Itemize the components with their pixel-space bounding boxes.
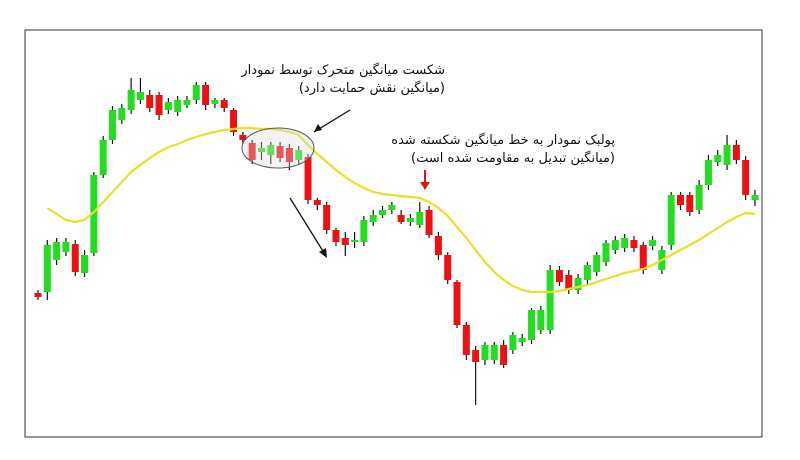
candle-body [239,135,247,140]
candle-body [434,236,442,255]
arrow-head [314,124,322,132]
candle-body [388,205,396,210]
candle-body [202,85,210,105]
candle-body [183,100,191,105]
candle-body [704,160,712,185]
candle-body [751,195,759,200]
candle-body [602,243,610,262]
candle-body [546,270,554,330]
candle-body [127,90,135,110]
candle-body [695,185,703,210]
candle-body [686,195,694,212]
candle-body [583,265,591,280]
candle-body [649,240,657,246]
candle-body [462,325,470,355]
candle-body [425,210,433,235]
candle-body [593,255,601,272]
candle-body [574,278,582,290]
candle-body [146,95,154,108]
candle-body [118,108,126,120]
candle-body [416,212,424,225]
arrow [289,197,327,257]
candle-body [360,220,368,242]
candle-body [230,110,238,132]
candle-body [257,148,265,152]
candle-body [295,150,303,160]
candle-body [108,110,116,140]
candle-body [53,242,61,260]
candle-body [481,345,489,360]
candle-body [555,270,563,282]
candle-body [155,95,163,115]
candle-body [509,335,517,350]
candle-body [323,205,331,230]
candle-body [723,145,731,165]
candle-body [341,238,349,245]
candle-body [406,218,414,222]
candle-body [276,146,284,158]
highlight-ellipse [241,127,315,169]
candle-body [667,195,675,245]
candle-body [267,145,275,155]
candle-body [304,157,312,200]
candle-body [62,242,70,252]
candle-body [500,345,508,365]
candle-body [211,100,219,104]
candle-body [453,282,461,325]
annotation-line: (میانگین نقش حمایت دارد) [298,81,445,96]
candle-body [174,100,182,112]
annotation: پولبک نمودار به خط میانگین شکسته شده (می… [391,132,615,168]
candle-body [369,215,377,222]
candle-body [285,148,293,162]
candle-body [472,350,480,362]
candle-body [43,245,51,292]
candle-body [639,245,647,270]
candle-body [621,238,629,248]
candle-body [444,255,452,280]
candle-body [164,102,172,110]
candle-body [677,195,685,205]
arrow-head [319,248,327,258]
candle-body [34,293,42,297]
candle-body [397,215,405,222]
candle-body [248,143,256,160]
candle-body [99,140,107,175]
candle-body [630,240,638,248]
candle-body [351,240,359,242]
candle-body [379,210,387,215]
candle-body [220,100,228,108]
candle-body [81,255,89,273]
annotation-line: (میانگین تبدیل به مقاومت شده است) [411,151,615,166]
candle-body [136,92,144,100]
candle-body [714,155,722,162]
candle-body [332,230,340,242]
candle-body [565,275,573,290]
candle-body [518,338,526,342]
candle-body [742,160,750,195]
moving-average [46,126,756,294]
arrow-head [420,182,430,190]
candle-body [528,310,536,340]
candle-body [71,244,79,272]
candle-body [611,240,619,250]
candle-body [313,200,321,205]
annotation-line: شکست میانگین متحرک توسط نمودار [241,63,445,78]
candle-body [537,310,545,330]
annotation-line: پولبک نمودار به خط میانگین شکسته شده [391,133,615,148]
candle-body [732,145,740,160]
candle-body [490,345,498,360]
candle-body [192,85,200,100]
annotation: شکست میانگین متحرک توسط نمودار (میانگین … [241,62,445,98]
candle-body [90,175,98,253]
